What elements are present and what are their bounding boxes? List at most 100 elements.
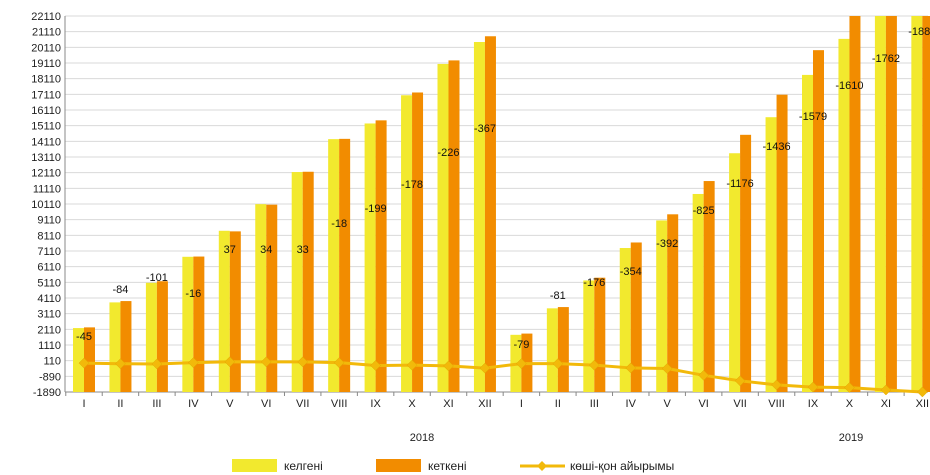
bar-ketkeni <box>740 134 752 393</box>
data-label: -18 <box>331 218 347 230</box>
x-tick-label: V <box>664 398 672 410</box>
bar-kelgeni <box>291 172 303 392</box>
bar-kelgeni <box>328 139 340 392</box>
data-label: -1436 <box>762 141 790 153</box>
x-tick-label: XI <box>443 398 453 410</box>
line-marker <box>297 356 309 368</box>
bar-kelgeni <box>182 256 194 392</box>
x-tick-label: XI <box>881 398 891 410</box>
bar-kelgeni <box>109 302 121 392</box>
bar-ketkeni <box>922 16 930 392</box>
line-marker <box>880 384 892 396</box>
bar-kelgeni <box>911 16 923 392</box>
bar-ketkeni <box>630 242 642 392</box>
y-tick-label: 15110 <box>31 121 61 133</box>
y-tick-label: 9110 <box>37 215 61 227</box>
x-tick-label: II <box>555 398 561 410</box>
y-tick-label: 11110 <box>33 183 61 195</box>
y-tick-label: 19110 <box>31 58 61 70</box>
bar-kelgeni <box>546 308 558 392</box>
bar-ketkeni <box>557 307 569 392</box>
x-tick-label: X <box>846 398 854 410</box>
data-label: -825 <box>693 205 715 217</box>
line-marker <box>370 360 381 371</box>
bar-ketkeni <box>193 256 205 392</box>
bar-ketkeni <box>339 138 351 392</box>
data-label: -79 <box>513 339 529 351</box>
y-tick-label: 17110 <box>31 89 61 101</box>
bar-ketkeni <box>156 281 168 392</box>
data-label: -1888 <box>908 26 930 38</box>
x-tick-label: III <box>152 398 161 410</box>
y-tick-label: 2110 <box>37 324 61 336</box>
bar-kelgeni <box>473 42 485 393</box>
line-marker <box>516 358 527 369</box>
y-tick-label: 4110 <box>37 293 61 305</box>
y-tick-label: 10110 <box>31 199 61 211</box>
data-label: -367 <box>474 123 496 135</box>
bar-ketkeni <box>849 16 861 392</box>
x-tick-label: VII <box>733 398 746 410</box>
bar-ketkeni <box>594 277 606 392</box>
bar-ketkeni <box>448 60 460 393</box>
data-label: -176 <box>583 277 605 289</box>
line-marker <box>807 381 819 393</box>
y-tick-label: 3110 <box>37 309 61 321</box>
year-label: 2018 <box>410 432 434 444</box>
y-tick-label: 110 <box>43 356 61 368</box>
bar-ketkeni <box>229 231 241 392</box>
legend-koshi-kon-marker <box>537 461 547 471</box>
year-label: 2019 <box>839 432 863 444</box>
x-tick-label: XII <box>916 398 929 410</box>
line-marker <box>78 357 90 369</box>
bar-kelgeni <box>619 248 631 392</box>
y-tick-label: 16110 <box>31 105 61 117</box>
bar-ketkeni <box>813 50 824 392</box>
line-marker <box>151 358 163 370</box>
bar-kelgeni <box>364 123 376 393</box>
y-tick-label: 21110 <box>32 27 61 39</box>
line-marker <box>479 362 491 374</box>
bar-kelgeni <box>73 328 84 392</box>
legend-kelgeni-text: келгені <box>284 459 323 473</box>
x-tick-label: VI <box>698 398 708 410</box>
y-tick-label: 20110 <box>31 42 61 54</box>
x-tick-label: VI <box>261 398 271 410</box>
bar-ketkeni <box>302 171 314 392</box>
x-tick-label: III <box>590 398 599 410</box>
legend-ketkeni-swatch <box>376 459 421 472</box>
data-label: 33 <box>297 244 309 256</box>
bar-kelgeni <box>437 63 449 392</box>
x-tick-label: V <box>226 398 234 410</box>
data-label: -392 <box>656 238 678 250</box>
bar-ketkeni <box>412 92 424 392</box>
bar-ketkeni <box>484 36 496 393</box>
line-marker <box>224 356 236 368</box>
line-marker <box>698 369 710 381</box>
data-label: -16 <box>185 288 201 300</box>
bar-kelgeni <box>255 204 267 392</box>
line-marker <box>588 359 600 371</box>
x-tick-label: IX <box>808 398 819 410</box>
bar-kelgeni <box>765 117 777 392</box>
bar-ketkeni <box>667 214 679 392</box>
x-tick-label: IV <box>188 398 199 410</box>
line-marker <box>916 386 928 398</box>
bar-kelgeni <box>802 74 813 392</box>
line-marker <box>844 382 855 393</box>
y-tick-label: 18110 <box>31 74 61 86</box>
x-tick-label: VIII <box>331 398 348 410</box>
y-tick-label: 12110 <box>31 168 61 180</box>
bar-ketkeni <box>120 301 132 392</box>
y-tick-label: 8110 <box>37 230 61 242</box>
data-label: 34 <box>260 244 272 256</box>
x-tick-label: I <box>520 398 523 410</box>
line-marker <box>734 375 746 387</box>
y-tick-label: 13110 <box>31 152 61 164</box>
x-tick-label: I <box>82 398 85 410</box>
data-label: -45 <box>76 331 92 343</box>
line-marker <box>661 363 673 374</box>
y-tick-label: 1110 <box>38 340 61 352</box>
